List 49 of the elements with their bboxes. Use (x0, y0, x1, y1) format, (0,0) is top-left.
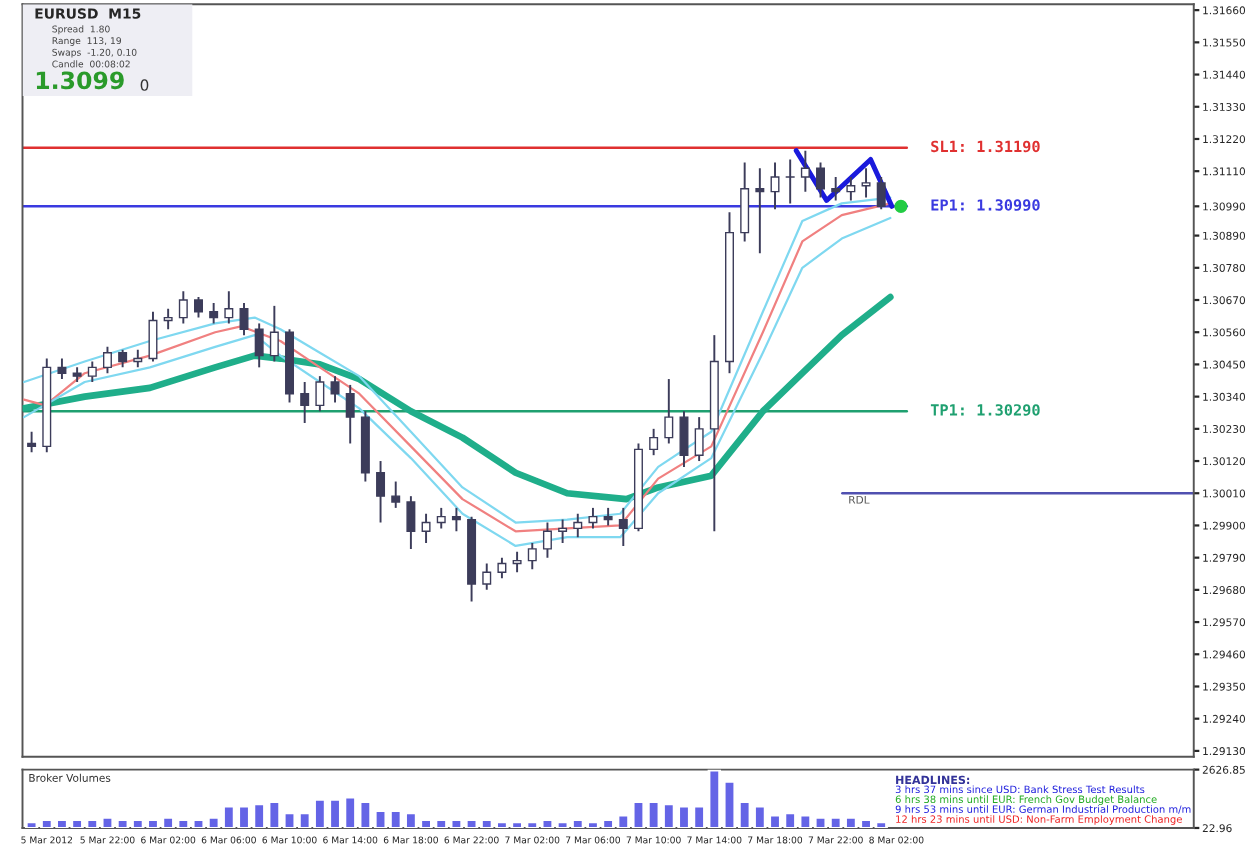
candlestick (664, 378, 674, 445)
candlestick (816, 161, 826, 199)
candlestick (330, 375, 340, 404)
candlestick (102, 345, 112, 375)
candlestick (785, 158, 795, 205)
candlestick (436, 506, 446, 530)
candlestick (527, 542, 537, 571)
candlestick (770, 161, 780, 211)
candlestick (406, 495, 416, 550)
candlestick (512, 550, 522, 574)
candlestick (618, 506, 628, 547)
candlestick (148, 310, 158, 363)
candlestick (163, 307, 173, 331)
candlestick (755, 167, 765, 255)
candlestick (345, 383, 355, 445)
candlestick (861, 167, 871, 199)
candlestick (876, 176, 886, 211)
candlestick (194, 296, 203, 319)
line-series (22, 293, 894, 503)
candlestick (542, 521, 552, 559)
candlestick (239, 301, 249, 337)
candlestick (391, 480, 401, 509)
line-series (793, 148, 895, 209)
candlestick (57, 357, 67, 381)
candlestick (27, 430, 37, 454)
candlestick (300, 381, 310, 424)
candlestick (254, 322, 264, 369)
candlestick (588, 506, 598, 530)
candlestick (694, 416, 704, 463)
candlestick (649, 427, 659, 457)
candlestick (269, 304, 279, 363)
candlestick (497, 556, 507, 580)
candlestick (846, 176, 856, 202)
candlestick (178, 290, 188, 325)
candlestick (209, 301, 219, 325)
candlestick (831, 176, 841, 202)
candlestick (421, 512, 431, 544)
candlestick (315, 375, 325, 413)
candlestick (224, 290, 234, 325)
candlestick (679, 410, 689, 468)
candlestick (800, 149, 810, 193)
candlestick (87, 360, 97, 383)
candlestick (376, 460, 386, 524)
candlestick (451, 506, 461, 533)
candlestick (740, 161, 750, 243)
candlestick (558, 518, 568, 544)
annotation: 1.3099 (36, 71, 124, 90)
candlestick (573, 512, 583, 539)
candlestick (482, 562, 492, 591)
